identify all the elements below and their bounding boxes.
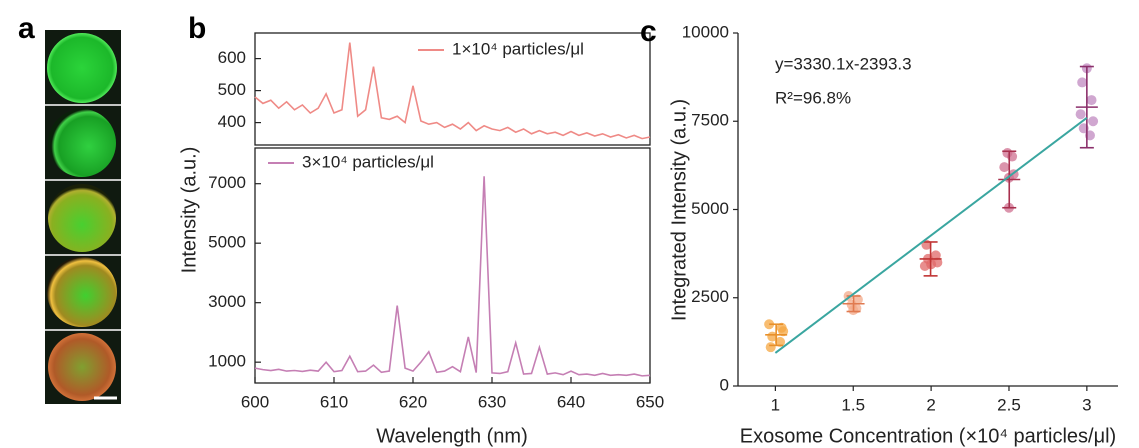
x-tick-label: 620 <box>399 392 427 411</box>
data-point <box>775 336 786 347</box>
y-tick-label: 10000 <box>682 22 729 41</box>
spectrum-line <box>254 176 651 377</box>
x-tick-label: 2.5 <box>997 395 1021 414</box>
droplet <box>48 184 116 252</box>
x-tick-label: 630 <box>478 392 506 411</box>
x-axis-label: Exosome Concentration (×10⁴ particles/μl… <box>740 425 1116 447</box>
spectrum-line <box>254 42 651 140</box>
plot-frame <box>254 147 651 384</box>
y-tick-label: 400 <box>218 112 246 131</box>
y-tick-label: 2500 <box>691 287 729 306</box>
micrographs <box>45 30 121 404</box>
annotation: y=3330.1x-2393.3 <box>775 54 912 73</box>
x-tick-label: 600 <box>241 392 269 411</box>
x-tick-label: 1 <box>771 395 780 414</box>
y-tick-label: 0 <box>720 375 729 394</box>
y-axis-label: Integrated Intensity (a.u.) <box>668 99 690 321</box>
data-point <box>778 326 789 337</box>
y-tick-label: 5000 <box>691 199 729 218</box>
data-point <box>919 260 930 271</box>
legend-label: 1×10⁴ particles/μl <box>452 39 584 58</box>
y-axis-label: Intensity (a.u.) <box>178 147 200 274</box>
y-tick-label: 7000 <box>208 173 246 192</box>
data-point <box>1088 116 1099 127</box>
x-tick-label: 1.5 <box>841 395 865 414</box>
panel-label: b <box>188 12 206 45</box>
y-tick-label: 1000 <box>208 352 246 371</box>
data-point <box>764 319 775 330</box>
x-tick-label: 640 <box>557 392 585 411</box>
x-tick-label: 610 <box>320 392 348 411</box>
droplet <box>47 257 117 327</box>
data-point <box>999 162 1010 173</box>
x-tick-label: 650 <box>636 392 664 411</box>
droplet <box>48 333 116 401</box>
y-tick-label: 600 <box>218 48 246 67</box>
x-axis-label: Wavelength (nm) <box>376 425 528 447</box>
y-tick-label: 500 <box>218 80 246 99</box>
annotation: R²=96.8% <box>775 88 851 107</box>
data-point <box>1075 109 1086 120</box>
legend-label: 3×10⁴ particles/μl <box>302 152 434 171</box>
panel-label: a <box>18 12 35 45</box>
fit-line <box>774 117 1088 354</box>
data-point <box>1086 95 1097 106</box>
y-tick-label: 7500 <box>691 111 729 130</box>
x-tick-label: 2 <box>926 395 935 414</box>
droplet <box>47 33 117 103</box>
y-tick-label: 3000 <box>208 292 246 311</box>
y-tick-label: 5000 <box>208 233 246 252</box>
panel-label: c <box>640 15 657 48</box>
data-point <box>765 342 776 353</box>
plot-frame <box>254 32 651 146</box>
droplet <box>48 109 116 177</box>
data-point <box>1077 77 1088 88</box>
x-tick-label: 3 <box>1082 395 1091 414</box>
